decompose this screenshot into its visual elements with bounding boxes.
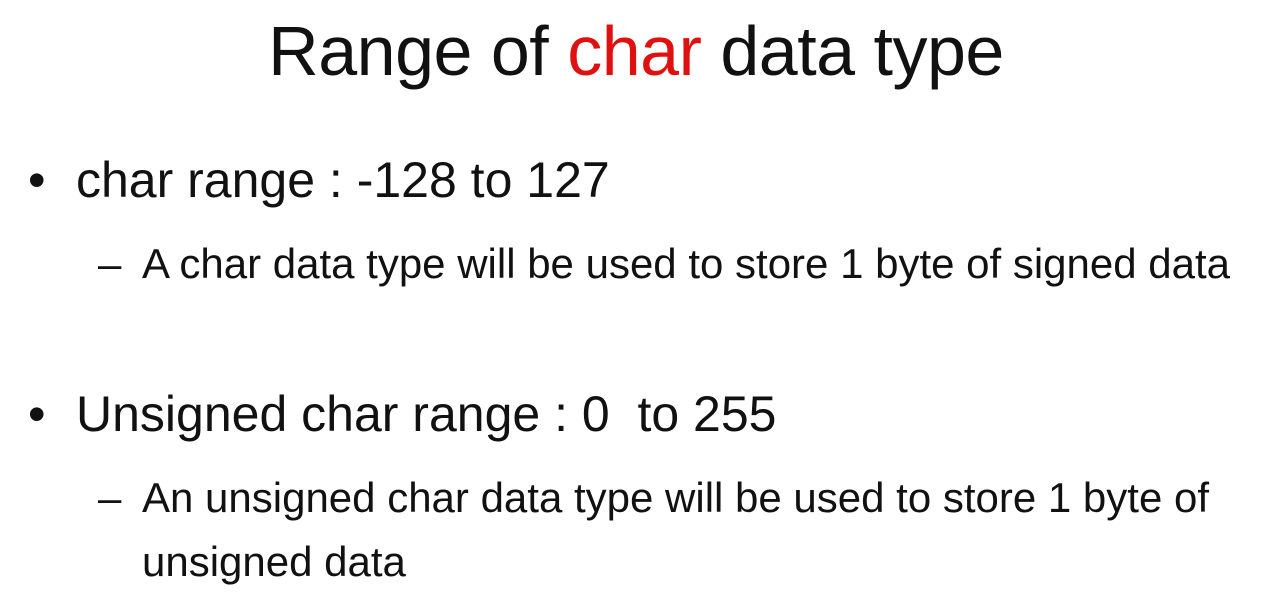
title-prefix: Range of <box>268 12 568 90</box>
dash-marker: – <box>98 240 122 287</box>
dash-marker: – <box>98 474 122 521</box>
bullet-text: char range : -128 to 127 <box>76 152 610 208</box>
sub-bullet-text: A char data type will be used to store 1… <box>142 240 1231 287</box>
bullet-text: Unsigned char range : 0 to 255 <box>76 386 777 442</box>
slide-title: Range of char data type <box>0 8 1272 94</box>
bullet-marker: • <box>28 386 46 442</box>
sub-bullet-item: – A char data type will be used to store… <box>98 232 1252 296</box>
title-highlight: char <box>567 12 702 90</box>
bullet-item: • char range : -128 to 127 <box>28 150 610 210</box>
sub-bullet-text: An unsigned char data type will be used … <box>142 474 1210 585</box>
bullet-item: • Unsigned char range : 0 to 255 <box>28 384 776 444</box>
title-suffix: data type <box>701 12 1004 90</box>
bullet-marker: • <box>28 152 46 208</box>
sub-bullet-item: – An unsigned char data type will be use… <box>98 466 1252 594</box>
